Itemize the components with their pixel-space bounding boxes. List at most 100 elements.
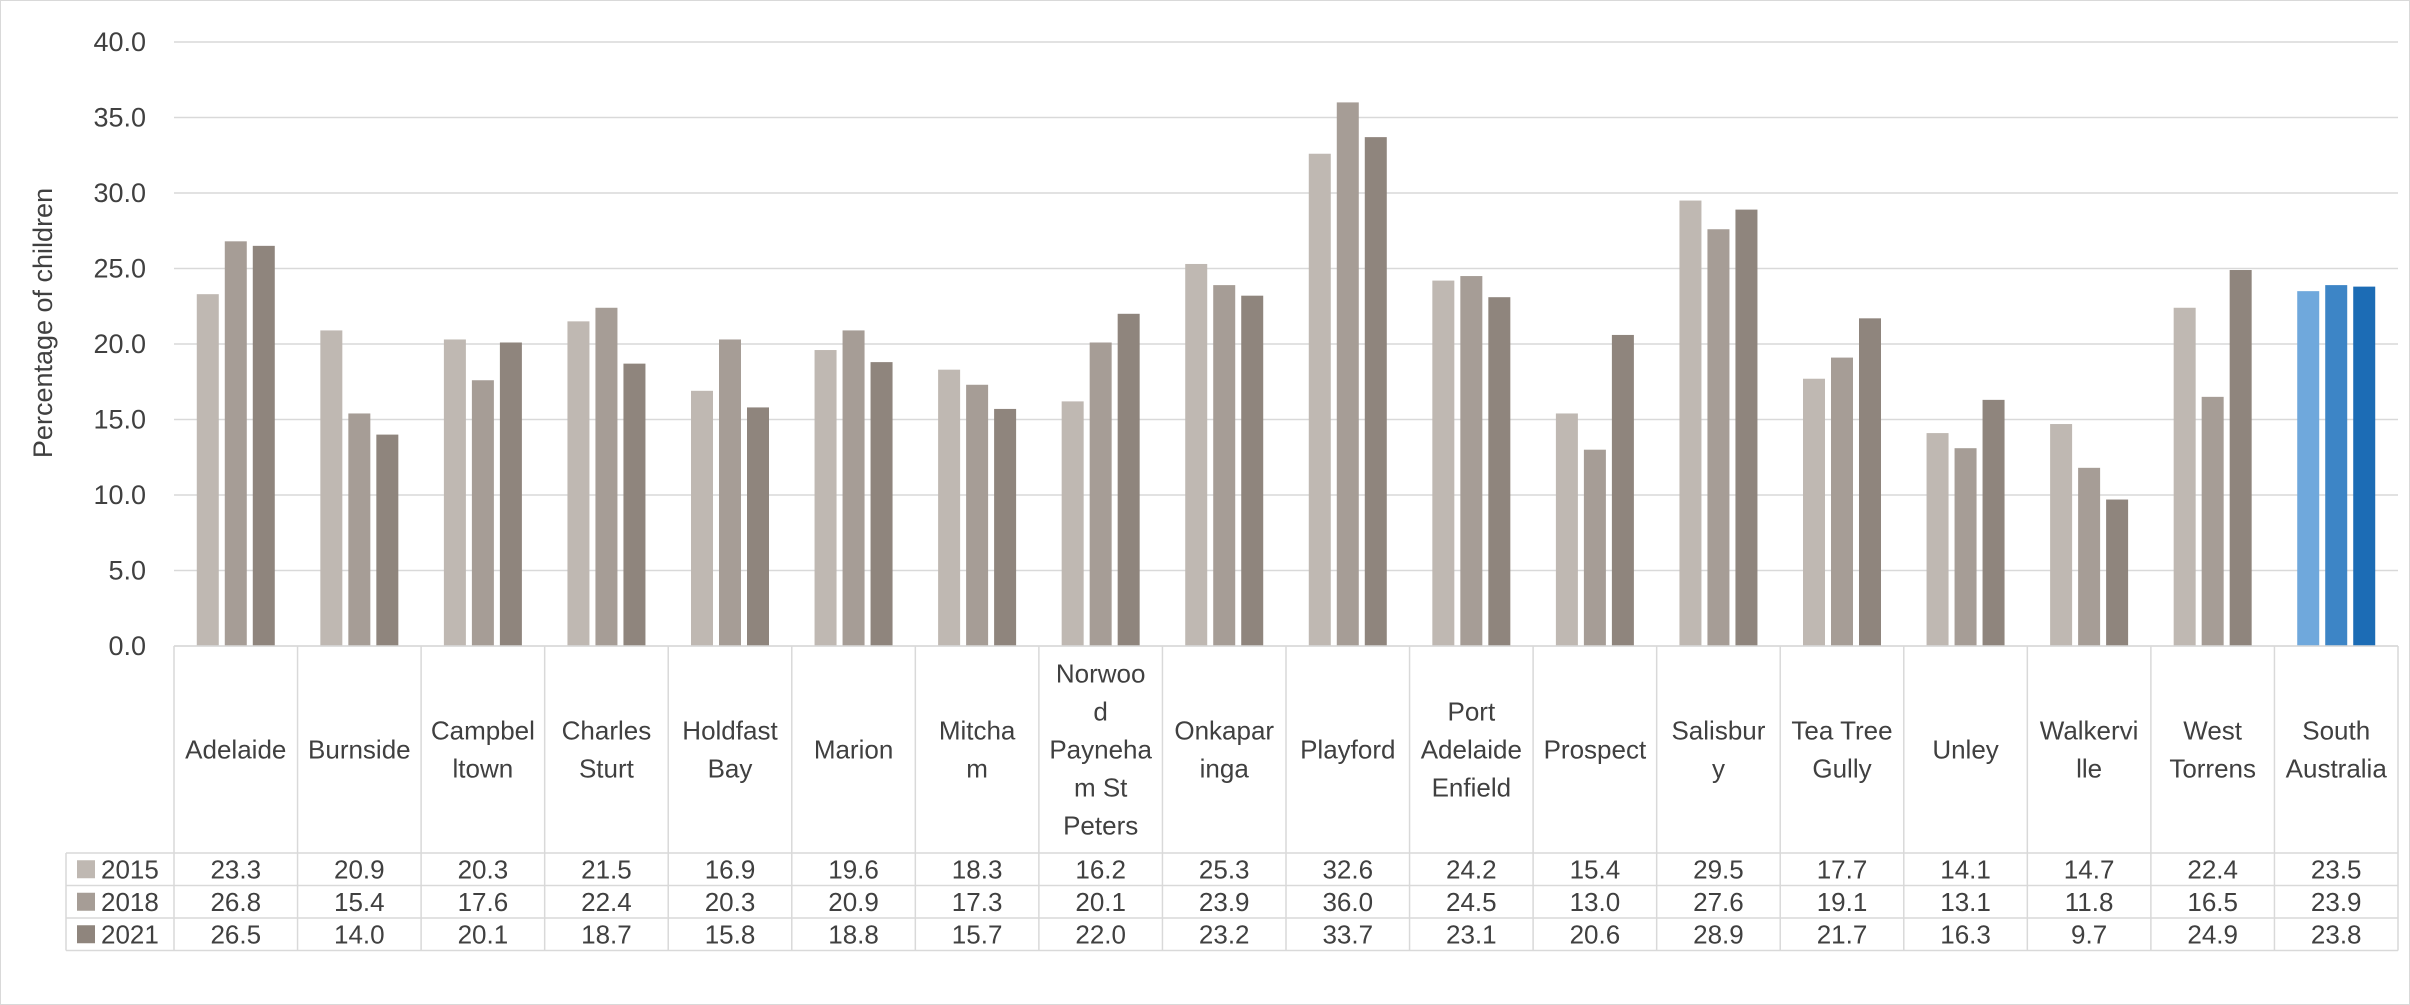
y-tick-label: 25.0 — [93, 254, 146, 284]
category-label: Charles Sturt — [562, 716, 652, 784]
data-table-cell: 32.6 — [1322, 854, 1373, 884]
bar — [842, 330, 865, 646]
bar — [2201, 396, 2224, 646]
category-label: Prospect — [1544, 735, 1647, 765]
bar — [348, 413, 371, 646]
data-table-cell: 22.0 — [1075, 919, 1126, 949]
category-label: Walkervi lle — [2040, 716, 2139, 784]
category-label: South Australia — [2286, 716, 2388, 784]
data-table-cell: 14.7 — [2064, 854, 2115, 884]
data-table-cell: 15.7 — [952, 919, 1003, 949]
category-label: Holdfast Bay — [682, 716, 778, 784]
data-table-cell: 23.3 — [210, 854, 261, 884]
data-table-cell: 28.9 — [1693, 919, 1744, 949]
bar — [443, 339, 466, 646]
data-table-cell: 14.1 — [1940, 854, 1991, 884]
data-table-cell: 17.3 — [952, 887, 1003, 917]
bar — [224, 241, 247, 646]
bar — [1432, 280, 1455, 646]
category-label: Salisbur y — [1671, 716, 1765, 784]
category-label: Tea Tree Gully — [1791, 716, 1892, 784]
data-table-cell: 21.5 — [581, 854, 632, 884]
bar — [1679, 200, 1702, 647]
bar — [595, 307, 618, 646]
category-label: Campbel ltown — [431, 716, 535, 784]
bar — [1735, 209, 1758, 647]
bar — [2173, 307, 2196, 646]
y-axis-tick-labels: 0.0 5.0 10.0 15.0 20.0 25.0 30.0 35.0 40.0 — [93, 27, 146, 661]
y-tick-label: 5.0 — [108, 556, 146, 586]
data-table-cell: 9.7 — [2071, 919, 2107, 949]
data-table-cell: 20.1 — [1075, 887, 1126, 917]
bar — [691, 390, 713, 646]
data-table-cell: 23.2 — [1199, 919, 1250, 949]
y-tick-label: 30.0 — [93, 178, 146, 208]
category-label: Port Adelaide Enfield — [1421, 697, 1522, 803]
bar — [994, 408, 1017, 646]
data-table-cell: 18.8 — [828, 919, 879, 949]
y-tick-label: 0.0 — [108, 631, 146, 661]
data-table-cell: 16.5 — [2187, 887, 2238, 917]
category-label: Burnside — [308, 735, 411, 765]
bar — [2229, 270, 2252, 646]
bar — [1117, 313, 1140, 646]
data-table-cell: 23.8 — [2311, 919, 2362, 949]
data-table-cell: 16.2 — [1075, 854, 1126, 884]
bar — [2297, 291, 2320, 646]
legend-label: 2018 — [101, 887, 159, 917]
bar — [1926, 433, 1949, 646]
category-label: Marion — [814, 735, 893, 765]
bar — [747, 407, 769, 646]
data-table-cell: 18.3 — [952, 854, 1003, 884]
bar — [1707, 229, 1730, 647]
data-table-cell: 27.6 — [1693, 887, 1744, 917]
data-table-cell: 20.9 — [828, 887, 879, 917]
bars — [196, 102, 2376, 647]
bar — [1859, 318, 1881, 646]
data-table-cell: 24.5 — [1446, 887, 1497, 917]
y-tick-label: 10.0 — [93, 480, 146, 510]
bar — [814, 350, 837, 646]
data-table-cell: 33.7 — [1322, 919, 1373, 949]
data-table-cell: 23.9 — [2311, 887, 2362, 917]
bar — [623, 363, 646, 646]
data-table-cell: 18.7 — [581, 919, 632, 949]
legend-label: 2015 — [101, 854, 159, 884]
legend-swatch — [77, 860, 95, 879]
data-table-cell: 22.4 — [581, 887, 632, 917]
bar — [1061, 401, 1084, 646]
data-table-cell: 23.1 — [1446, 919, 1497, 949]
bar — [966, 384, 989, 646]
bar — [1555, 413, 1578, 646]
bar — [2106, 499, 2129, 646]
bar — [1803, 378, 1825, 646]
data-table-cell: 14.0 — [334, 919, 385, 949]
bar — [2050, 424, 2073, 646]
category-label: Adelaide — [185, 735, 286, 765]
bar — [1831, 357, 1853, 646]
bar — [376, 434, 399, 646]
bar — [320, 330, 343, 646]
data-table-cell: 20.1 — [458, 919, 509, 949]
category-label: West Torrens — [2169, 716, 2256, 784]
y-tick-label: 15.0 — [93, 405, 146, 435]
bar — [1488, 297, 1511, 646]
data-table-cell: 20.6 — [1570, 919, 1621, 949]
data-table-cell: 29.5 — [1693, 854, 1744, 884]
bar — [1460, 276, 1483, 646]
data-table-cell: 24.9 — [2187, 919, 2238, 949]
bar — [870, 362, 893, 646]
legend-swatch — [77, 925, 95, 944]
data-table-cell: 23.5 — [2311, 854, 2362, 884]
bar — [471, 380, 494, 646]
data-table-cell: 36.0 — [1322, 887, 1373, 917]
bar — [938, 369, 961, 646]
bar — [2325, 285, 2348, 646]
data-table-cell: 13.0 — [1570, 887, 1621, 917]
bar — [2353, 286, 2376, 646]
bar — [1583, 449, 1606, 646]
bar — [719, 339, 741, 646]
data-table-cell: 26.5 — [210, 919, 261, 949]
bar — [1241, 295, 1264, 646]
